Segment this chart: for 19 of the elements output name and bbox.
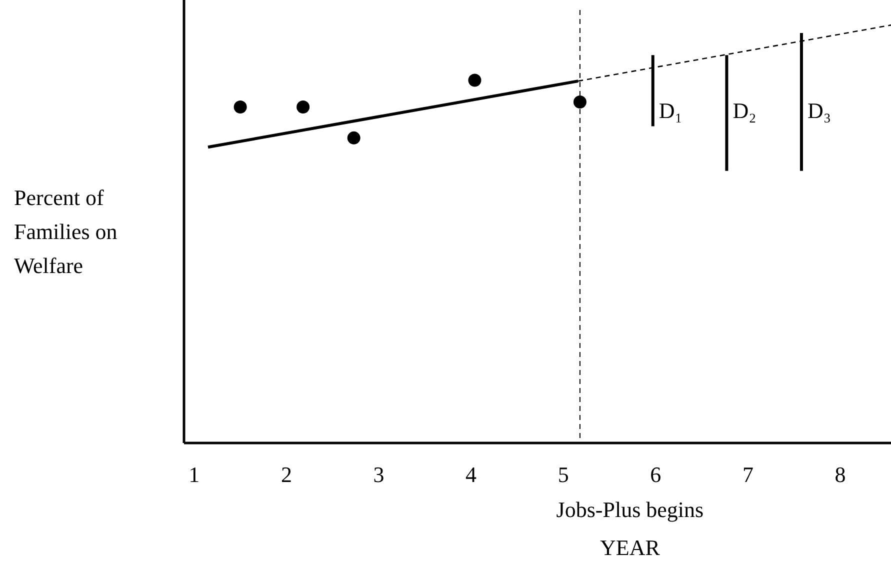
ref-line-label: Jobs-Plus begins — [556, 497, 704, 522]
x-tick-label: 7 — [742, 462, 754, 487]
x-tick-label: 3 — [373, 462, 384, 487]
series-label: D₂ — [732, 98, 756, 123]
y-axis-title: Percent of Families on Welfare — [14, 185, 118, 278]
point — [296, 100, 310, 114]
point — [468, 74, 482, 87]
x-tick-label: 1 — [188, 462, 200, 487]
point — [573, 95, 586, 108]
x-tick-label: 5 — [558, 462, 569, 487]
point — [347, 131, 360, 144]
point — [234, 100, 247, 114]
x-tick-label: 4 — [466, 462, 477, 487]
series-label: D₃ — [807, 98, 832, 123]
series-label: D₁ — [658, 98, 682, 123]
x-tick-label: 2 — [280, 462, 292, 487]
x-tick-label: 6 — [650, 462, 662, 487]
x-tick-label: 8 — [834, 462, 846, 487]
x-axis-title: YEAR — [600, 535, 660, 560]
